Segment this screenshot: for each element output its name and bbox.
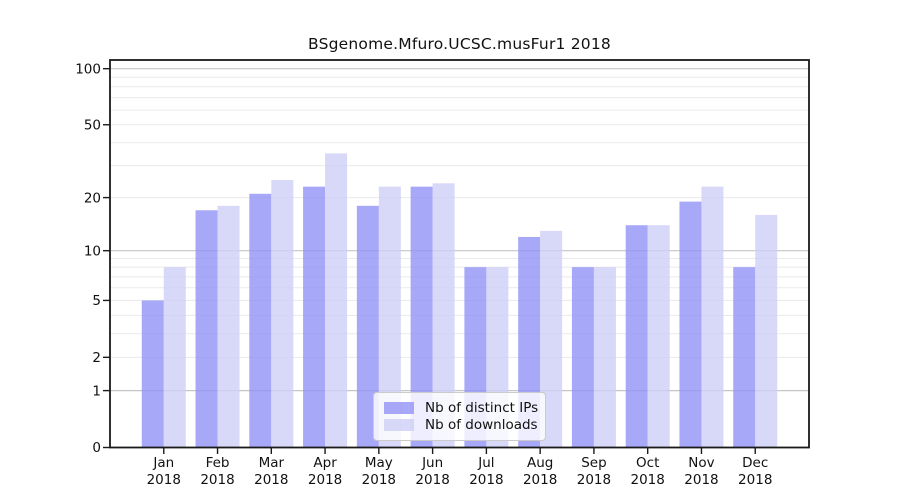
bar-distinct-ips-jan <box>141 300 164 448</box>
x-tick-label-year: 2018 <box>738 472 772 488</box>
bar-downloads-feb <box>217 205 240 448</box>
bar-distinct-ips-feb <box>195 210 218 448</box>
y-tick-label: 50 <box>84 117 101 133</box>
bar-downloads-jun <box>432 183 455 448</box>
bar-downloads-jan <box>163 267 186 448</box>
y-tick-label: 1 <box>92 383 101 399</box>
x-tick-label-year: 2018 <box>469 472 503 488</box>
legend: Nb of distinct IPs Nb of downloads <box>373 392 546 441</box>
bar-distinct-ips-dec <box>733 267 756 448</box>
x-tick-label-month: Jan <box>152 455 174 471</box>
x-tick-label-month: Apr <box>313 455 337 471</box>
x-tick-label-year: 2018 <box>577 472 611 488</box>
x-tick-label-month: May <box>365 455 393 471</box>
bar-downloads-apr <box>325 153 348 448</box>
bar-distinct-ips-sep <box>571 267 594 448</box>
y-tick-label: 100 <box>75 61 101 77</box>
bar-distinct-ips-mar <box>249 193 272 448</box>
legend-entry-downloads: Nb of downloads <box>384 417 538 434</box>
y-tick-label: 20 <box>84 190 101 206</box>
y-tick-label: 5 <box>92 293 101 309</box>
legend-entry-distinct-ips: Nb of distinct IPs <box>384 399 539 416</box>
x-tick-label-year: 2018 <box>308 472 342 488</box>
x-tick-label-month: Mar <box>259 455 285 471</box>
bar-distinct-ips-apr <box>303 186 326 448</box>
x-tick-label-year: 2018 <box>631 472 665 488</box>
bar-downloads-dec <box>755 214 778 448</box>
x-tick-label-year: 2018 <box>254 472 288 488</box>
y-tick-label: 10 <box>84 243 101 259</box>
x-tick-label-month: Sep <box>581 455 606 471</box>
bar-distinct-ips-jun <box>410 186 433 448</box>
x-tick-label-month: Jul <box>477 455 494 471</box>
x-tick-label-year: 2018 <box>362 472 396 488</box>
x-tick-label-year: 2018 <box>523 472 557 488</box>
legend-swatch-distinct-ips <box>384 401 414 414</box>
x-tick-label-year: 2018 <box>200 472 234 488</box>
bar-downloads-oct <box>647 225 670 448</box>
x-tick-label-month: Jun <box>421 455 443 471</box>
legend-swatch-downloads <box>384 419 414 432</box>
plot-border <box>109 59 810 449</box>
x-tick-label-month: Dec <box>742 455 768 471</box>
x-tick-label-year: 2018 <box>684 472 718 488</box>
bar-downloads-may <box>378 186 401 448</box>
x-tick-label-year: 2018 <box>147 472 181 488</box>
bar-downloads-nov <box>701 186 724 448</box>
y-tick-label: 0 <box>92 440 101 456</box>
x-tick-label-month: Aug <box>527 455 553 471</box>
bar-distinct-ips-oct <box>625 225 648 448</box>
x-tick-label-month: Feb <box>206 455 230 471</box>
x-tick-label-month: Nov <box>688 455 714 471</box>
x-tick-label-month: Oct <box>636 455 659 471</box>
y-tick-label: 2 <box>92 350 101 366</box>
bar-distinct-ips-may <box>356 205 379 448</box>
chart-title: BSgenome.Mfuro.UCSC.musFur1 2018 <box>308 35 611 53</box>
bar-distinct-ips-nov <box>679 201 702 448</box>
bar-downloads-sep <box>593 267 616 448</box>
bar-downloads-mar <box>271 180 294 448</box>
x-tick-label-year: 2018 <box>415 472 449 488</box>
legend-label-downloads: Nb of downloads <box>425 417 538 434</box>
legend-label-distinct-ips: Nb of distinct IPs <box>425 399 539 416</box>
